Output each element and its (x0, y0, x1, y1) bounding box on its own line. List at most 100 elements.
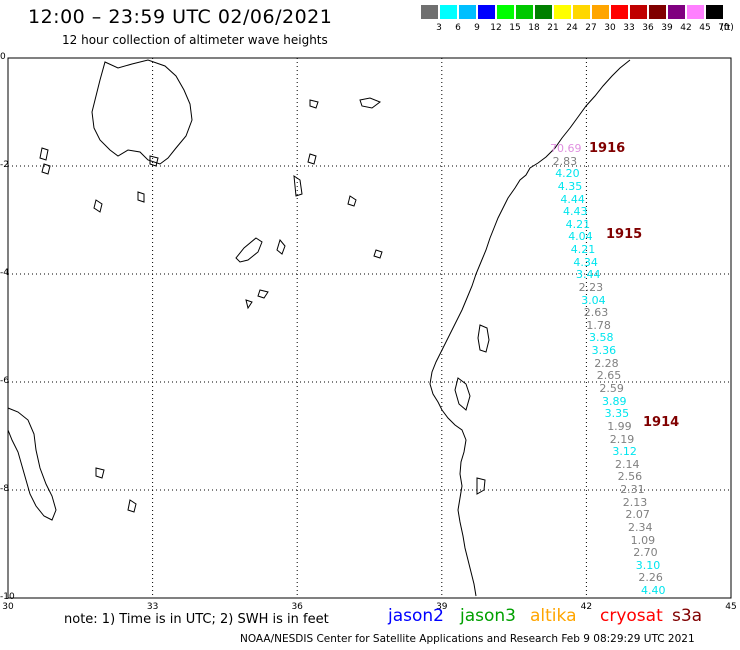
legend-swatch (497, 5, 514, 19)
swh-observation: 70.69 (550, 142, 582, 155)
legend-swatch (611, 5, 628, 19)
lat-tick-label: -10 (0, 592, 15, 602)
legend-label: 9 (474, 23, 480, 33)
legend-swatch (478, 5, 495, 19)
lake-small-16 (95, 467, 105, 479)
map-frame (7, 57, 732, 599)
lake-small-15 (373, 249, 383, 259)
legend-label: 70 (718, 23, 730, 33)
lake-small-3 (359, 97, 382, 109)
legend-swatch (554, 5, 571, 19)
legend-swatch (516, 5, 533, 19)
legend-swatch (535, 5, 552, 19)
lat-tick-label: -8 (0, 484, 9, 494)
lake-small-2 (276, 238, 286, 255)
legend-swatch (573, 5, 590, 19)
lat-tick-label: -4 (0, 268, 9, 278)
swh-observation: 3.44 (576, 268, 601, 282)
lake-small-14 (245, 299, 253, 310)
swh-observation: 2.19 (609, 432, 635, 446)
lake-small-5 (347, 195, 357, 207)
lake-small-12 (41, 163, 51, 175)
lon-tick-label: 39 (436, 602, 448, 612)
swh-observation: 3.89 (602, 394, 627, 408)
legend-swatch (440, 5, 457, 19)
swh-observation: 4.35 (557, 179, 583, 193)
swh-observation: 2.14 (615, 457, 640, 471)
swh-observation: 2.63 (583, 306, 609, 320)
legend-label: 12 (490, 23, 502, 33)
lake-small-11 (39, 147, 49, 161)
swh-observation: 3.12 (612, 445, 637, 459)
graticule (7, 57, 732, 599)
lat-tick-label: -2 (0, 160, 9, 170)
swh-observation: 2.28 (594, 356, 619, 370)
swh-observation: 4.20 (555, 167, 580, 181)
swh-observation: 2.31 (620, 483, 645, 496)
legend-label: 45 (699, 23, 711, 33)
swh-observation: 2.07 (625, 508, 650, 522)
lake-small-4 (293, 174, 303, 197)
lon-tick-label: 30 (2, 602, 14, 612)
island-small-1 (476, 477, 486, 495)
swh-observation: 2.65 (596, 369, 622, 383)
swh-observation: 2.56 (617, 470, 643, 484)
credit-line: NOAA/NESDIS Center for Satellite Applica… (240, 633, 695, 645)
lon-tick-label: 33 (146, 602, 159, 612)
swh-observation: 2.59 (599, 381, 624, 395)
swh-observation: 4.21 (570, 243, 596, 256)
legend-swatch (668, 5, 685, 19)
swh-observation: 4.04 (568, 230, 593, 244)
lon-tick-label: 45 (725, 602, 737, 612)
swh-observation: 1.99 (607, 419, 632, 433)
lake-small-6 (309, 99, 319, 109)
island-mafia (454, 377, 471, 411)
swh-observation: 2.13 (622, 495, 648, 509)
legend-label: 21 (547, 23, 559, 33)
legend-label: 3 (436, 23, 442, 33)
legend-swatch (592, 5, 609, 19)
satellite-name: cryosat (600, 606, 663, 626)
satellite-name: altika (530, 606, 577, 626)
legend-label: 33 (623, 23, 635, 33)
lake-small-10 (93, 199, 103, 213)
lake-lower-left-2 (127, 499, 137, 513)
swh-observation: 4.34 (573, 255, 598, 269)
satellite-name: s3a (672, 606, 703, 626)
legend-label: 24 (566, 23, 578, 33)
legend-swatch (459, 5, 476, 19)
legend-units: (ft) (720, 23, 734, 33)
track-time-1914: 1914 (643, 415, 680, 430)
satellite-name: jason3 (460, 606, 516, 626)
swh-observation: 1.78 (586, 318, 611, 332)
legend-label: 42 (680, 23, 692, 33)
swh-observation: 2.83 (552, 154, 578, 168)
swh-observation: 1.09 (630, 533, 656, 547)
swh-observation: 4.44 (560, 192, 585, 206)
lon-tick-label: 42 (580, 602, 593, 612)
swh-observation: 2.70 (633, 546, 658, 560)
footnote: note: 1) Time is in UTC; 2) SWH is in fe… (64, 612, 329, 627)
coastline-africa (429, 59, 631, 597)
swh-observation: 2.23 (578, 280, 604, 294)
legend-label: 18 (528, 23, 540, 33)
lake-small-7 (307, 153, 317, 165)
legend-swatch (706, 5, 723, 19)
lake-small-13 (257, 289, 269, 299)
legend-swatch (687, 5, 704, 19)
swh-observation: 2.26 (638, 571, 663, 585)
lake-victoria (91, 59, 193, 165)
legend-label: 30 (604, 23, 616, 33)
lake-lower-left (7, 407, 57, 521)
swh-observation: 3.58 (589, 331, 614, 345)
track-time-1915: 1915 (606, 227, 643, 242)
swh-observation: 3.04 (581, 293, 606, 307)
legend-swatch (649, 5, 666, 19)
lake-small-9 (137, 191, 145, 203)
lon-tick-label: 36 (291, 602, 303, 612)
swh-observation: 3.10 (635, 558, 661, 572)
lat-tick-label: -6 (0, 376, 9, 386)
lake-small-1 (235, 237, 263, 263)
track-time-1916: 1916 (589, 141, 626, 156)
legend-swatch (630, 5, 647, 19)
